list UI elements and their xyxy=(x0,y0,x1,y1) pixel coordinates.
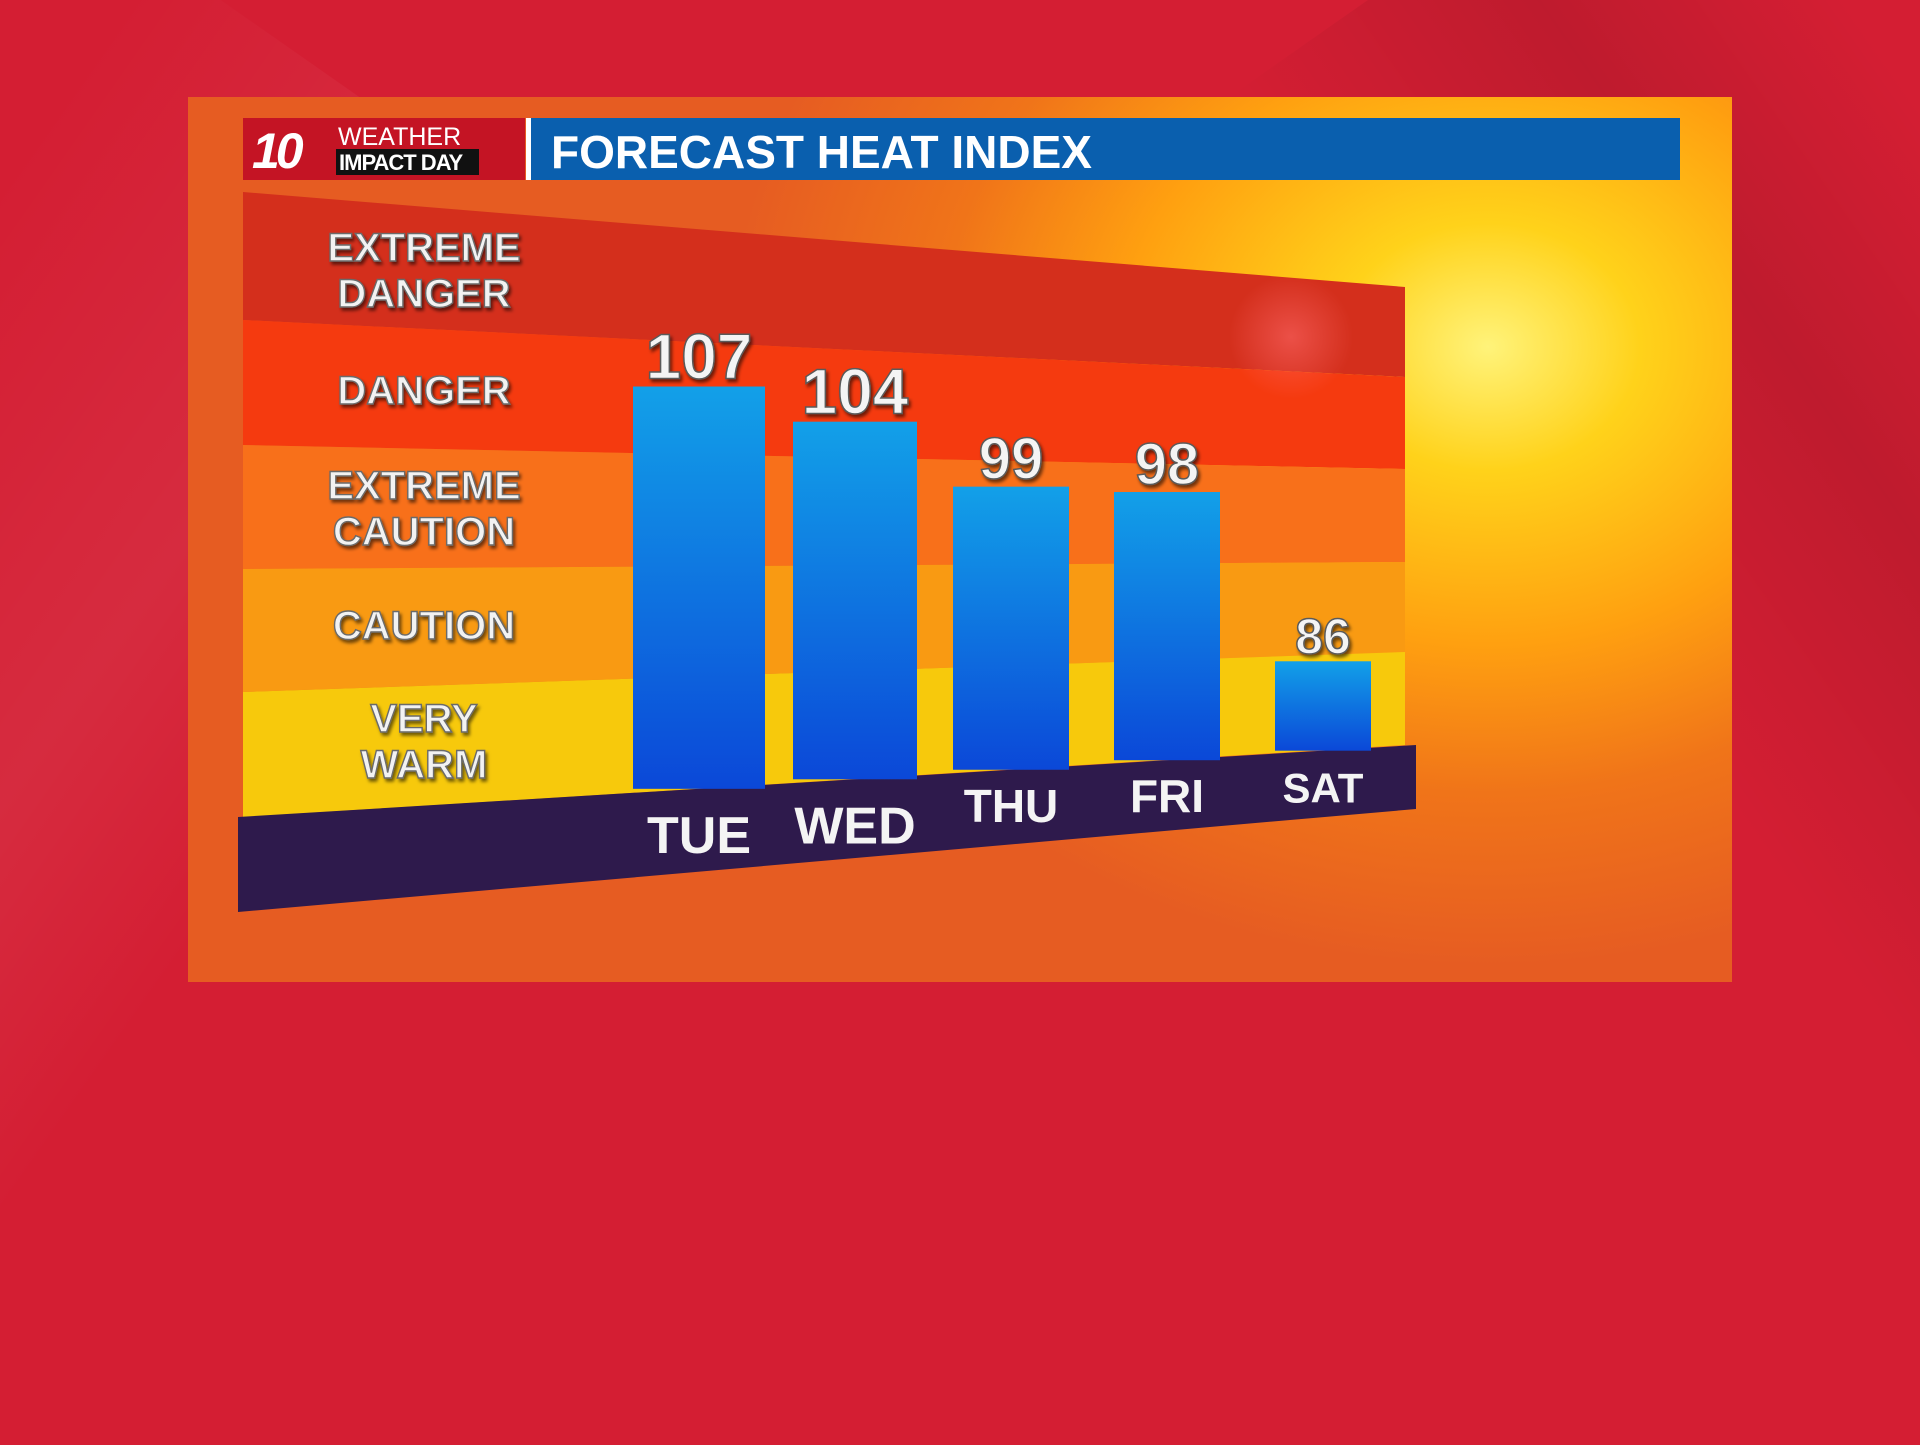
legend-label-2-line1: DANGER xyxy=(337,369,510,413)
legend-label-5-line2: WARM xyxy=(361,743,488,787)
chart-title: FORECAST HEAT INDEX xyxy=(551,126,1092,178)
day-label-fri: FRI xyxy=(1130,770,1204,822)
legend-label-1-line1: EXTREME xyxy=(327,226,520,270)
header-bar: 10 WEATHER IMPACT DAY FORECAST HEAT INDE… xyxy=(243,118,1680,180)
chart-base xyxy=(238,745,1416,912)
day-label-tue: TUE xyxy=(647,807,751,865)
legend-label-1-line2: DANGER xyxy=(337,272,510,316)
band-extreme-danger xyxy=(243,192,1405,377)
brand-line1: WEATHER xyxy=(338,123,461,151)
brand-line2: IMPACT DAY xyxy=(339,150,464,175)
header-divider xyxy=(526,118,531,180)
brand-line2-background xyxy=(336,149,479,175)
legend-label-5-line1: VERY xyxy=(370,697,478,741)
bar-tue xyxy=(633,386,765,789)
band-danger xyxy=(243,320,1405,469)
value-label-fri: 98 xyxy=(1135,432,1200,497)
bar-thu xyxy=(953,486,1069,770)
value-label-sat: 86 xyxy=(1295,608,1351,664)
day-label-thu: THU xyxy=(964,780,1059,832)
bar-sat xyxy=(1275,661,1371,751)
heat-index-chart: 10 WEATHER IMPACT DAY FORECAST HEAT INDE… xyxy=(238,118,1680,912)
value-label-thu: 99 xyxy=(979,427,1044,492)
category-legend: EXTREMEDANGERDANGEREXTREMECAUTIONCAUTION… xyxy=(327,225,522,787)
bar-wed xyxy=(793,421,917,780)
header-title-background xyxy=(530,118,1680,180)
bar-fri xyxy=(1114,492,1220,761)
station-logo: 10 xyxy=(252,123,304,179)
day-label-wed: WED xyxy=(794,797,915,855)
value-label-wed: 104 xyxy=(802,356,909,428)
legend-label-3-line1: EXTREME xyxy=(327,464,520,508)
value-label-tue: 107 xyxy=(646,321,753,393)
sun-glare xyxy=(1229,275,1353,399)
legend-label-4-line1: CAUTION xyxy=(333,604,515,648)
bar-series: 107 TUE 104 WED 99 THU 98 FRI 86 SAT xyxy=(633,320,1371,865)
day-label-sat: SAT xyxy=(1283,765,1364,812)
legend-label-3-line2: CAUTION xyxy=(333,510,515,554)
heat-index-graphic: 10 WEATHER IMPACT DAY FORECAST HEAT INDE… xyxy=(188,97,1732,982)
